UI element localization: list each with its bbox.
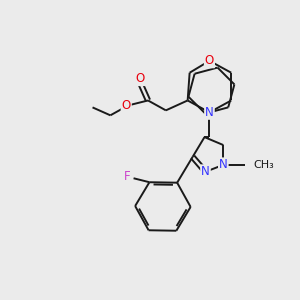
Text: N: N	[219, 158, 228, 171]
Text: N: N	[201, 165, 210, 178]
Text: N: N	[205, 106, 214, 119]
Text: F: F	[124, 170, 131, 183]
Text: O: O	[136, 72, 145, 85]
Text: CH₃: CH₃	[253, 160, 274, 170]
Text: O: O	[205, 54, 214, 67]
Text: O: O	[122, 99, 131, 112]
